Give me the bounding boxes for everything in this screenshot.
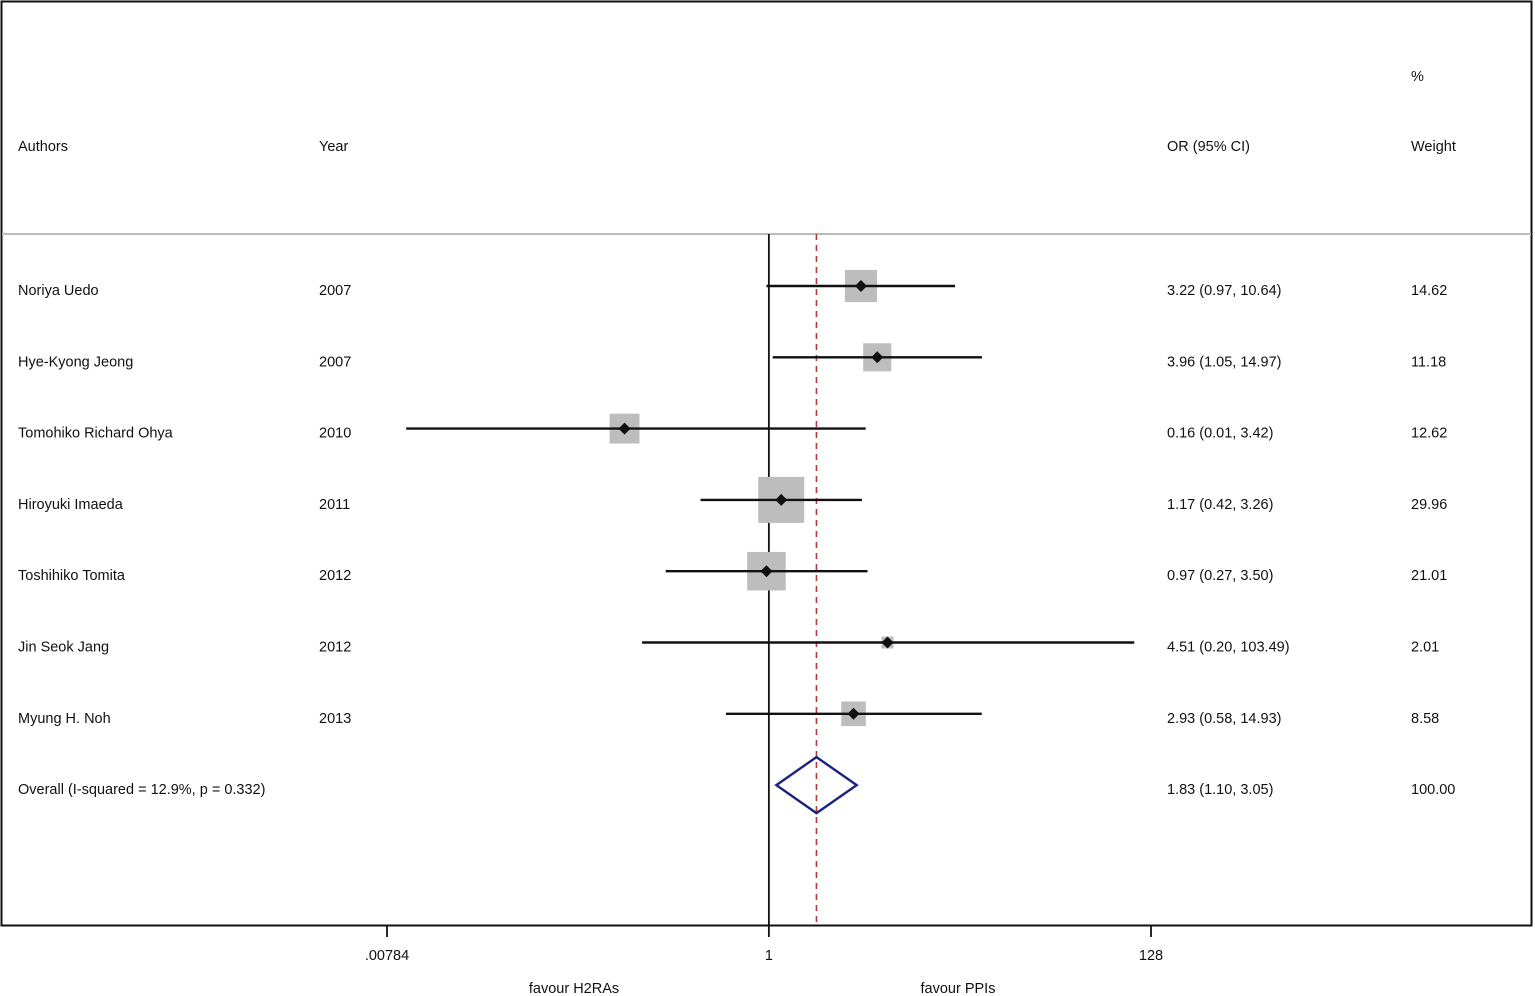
study-author: Tomohiko Richard Ohya — [18, 426, 174, 442]
header-weight: Weight — [1411, 139, 1456, 155]
plot-frame — [0, 0, 1533, 927]
x-tick-label: 1 — [765, 948, 773, 964]
study-weight: 14.62 — [1411, 283, 1447, 299]
study-ci: 3.22 (0.97, 10.64) — [1167, 283, 1281, 299]
x-label-left: favour H2RAs — [529, 981, 619, 996]
point-estimate — [854, 280, 867, 292]
study-weight: 21.01 — [1411, 568, 1447, 584]
study-ci: 0.97 (0.27, 3.50) — [1167, 568, 1273, 584]
study-ci: 1.17 (0.42, 3.26) — [1167, 497, 1273, 513]
overall-weight: 100.00 — [1411, 782, 1455, 798]
point-estimate — [618, 422, 631, 435]
header-authors: Authors — [18, 139, 68, 155]
x-tick-label: 128 — [1139, 948, 1163, 964]
study-weight: 2.01 — [1411, 640, 1439, 656]
study-year: 2007 — [319, 283, 351, 299]
study-year: 2011 — [319, 497, 350, 513]
study-text: Noriya Uedo 2007 3.22 (0.97, 10.64) 14.62 Hy… — [18, 283, 1455, 798]
study-year: 2012 — [319, 568, 351, 584]
study-author: Hiroyuki Imaeda — [18, 497, 124, 513]
point-estimate — [881, 636, 894, 649]
x-tick-label: .00784 — [365, 948, 409, 964]
study-author: Toshihiko Tomita — [18, 568, 126, 584]
x-axis: .00784 1 128 favour H2RAs favour PPIs — [365, 925, 1163, 996]
point-estimate — [760, 565, 773, 578]
overall-label: Overall (I-squared = 12.9%, p = 0.332) — [18, 782, 265, 798]
study-weight: 8.58 — [1411, 711, 1439, 727]
overall-ci: 1.83 (1.10, 3.05) — [1167, 782, 1273, 798]
study-weight: 29.96 — [1411, 497, 1447, 513]
study-author: Jin Seok Jang — [18, 640, 109, 656]
header-year: Year — [319, 139, 348, 155]
study-ci: 0.16 (0.01, 3.42) — [1167, 426, 1273, 442]
study-author: Noriya Uedo — [18, 283, 99, 299]
overall-diamond — [774, 755, 859, 815]
study-year: 2012 — [319, 640, 351, 656]
study-author: Myung H. Noh — [18, 711, 111, 727]
study-year: 2010 — [319, 426, 351, 442]
point-estimate — [847, 707, 860, 720]
study-year: 2013 — [319, 711, 351, 727]
header-weight-pct: % — [1411, 69, 1424, 85]
point-estimate — [871, 351, 884, 364]
point-estimate — [775, 493, 788, 506]
study-marks — [406, 269, 1135, 815]
study-ci: 2.93 (0.58, 14.93) — [1167, 711, 1281, 727]
study-ci: 3.96 (1.05, 14.97) — [1167, 354, 1281, 370]
study-ci: 4.51 (0.20, 103.49) — [1167, 640, 1290, 656]
study-weight: 11.18 — [1411, 354, 1446, 370]
study-weight: 12.62 — [1411, 426, 1447, 442]
header-ci: OR (95% CI) — [1167, 139, 1250, 155]
study-author: Hye-Kyong Jeong — [18, 354, 133, 370]
x-label-right: favour PPIs — [921, 981, 996, 996]
study-year: 2007 — [319, 354, 351, 370]
